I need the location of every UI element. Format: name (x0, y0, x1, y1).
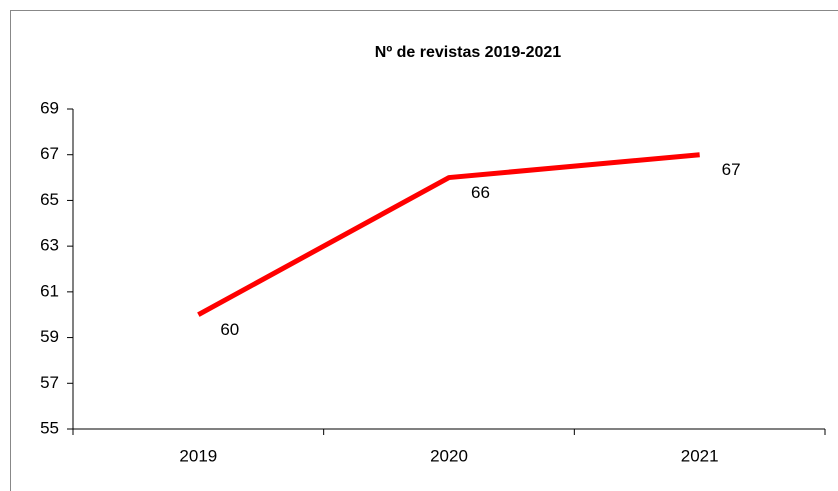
x-tick-label: 2020 (430, 446, 468, 465)
data-label: 67 (722, 160, 741, 179)
y-tick-label: 55 (40, 418, 59, 437)
y-tick-label: 57 (40, 373, 59, 392)
y-tick-label: 67 (40, 144, 59, 163)
chart-frame (10, 10, 838, 491)
x-tick-label: 2019 (179, 446, 217, 465)
data-label: 66 (471, 183, 490, 202)
y-tick-label: 63 (40, 236, 59, 255)
y-tick-label: 69 (40, 98, 59, 117)
data-label: 60 (220, 320, 239, 339)
y-tick-label: 61 (40, 281, 59, 300)
chart-title: Nº de revistas 2019-2021 (375, 44, 562, 61)
line (197, 152, 700, 317)
y-tick-label: 65 (40, 190, 59, 209)
y-tick-label: 59 (40, 327, 59, 346)
x-tick-label: 2021 (681, 446, 719, 465)
